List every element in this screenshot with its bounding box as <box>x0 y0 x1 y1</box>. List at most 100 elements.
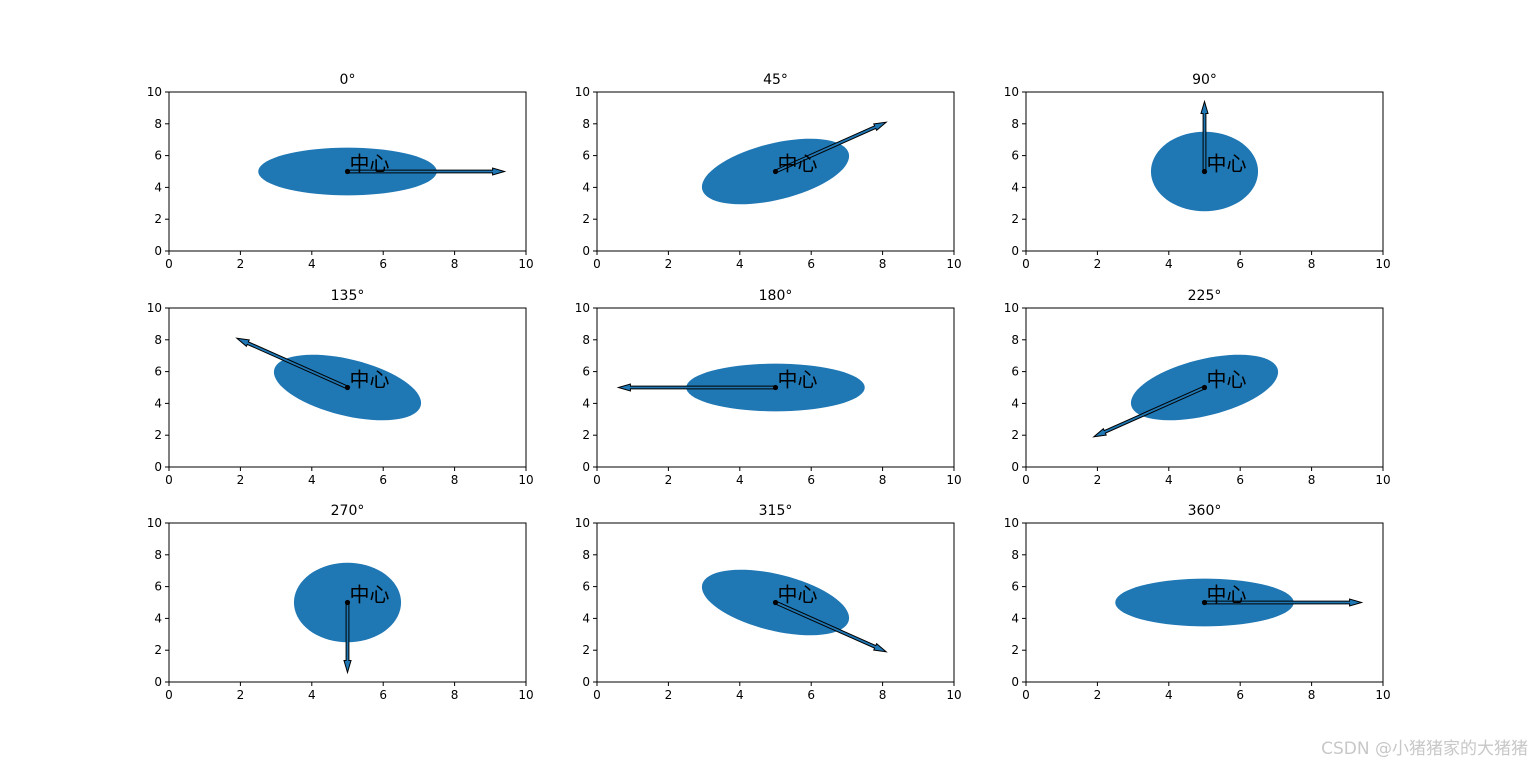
center-point <box>772 384 779 391</box>
subplot-8: 中心 0 2 4 6 8 10 0 2 4 6 8 10 315° <box>575 503 962 702</box>
y-tick-label: 2 <box>1011 212 1019 226</box>
subplot-1: 中心 0 2 4 6 8 10 0 2 4 6 8 10 0° <box>147 72 534 271</box>
y-tick-label: 0 <box>154 675 162 689</box>
center-point <box>1201 384 1208 391</box>
center-label: 中心 <box>1207 368 1247 392</box>
y-tick-label: 6 <box>582 149 590 163</box>
subplot-3: 中心 0 2 4 6 8 10 0 2 4 6 8 10 90° <box>1004 72 1391 271</box>
y-tick-label: 10 <box>1004 85 1019 99</box>
y-tick-label: 4 <box>1011 611 1019 625</box>
subplot-title: 270° <box>331 503 365 519</box>
x-tick-label: 8 <box>451 473 459 487</box>
y-tick-label: 8 <box>582 117 590 131</box>
y-tick-label: 8 <box>1011 333 1019 347</box>
y-tick-label: 8 <box>582 333 590 347</box>
center-point <box>1201 599 1208 606</box>
x-tick-label: 2 <box>1094 688 1102 702</box>
x-tick-label: 4 <box>736 473 744 487</box>
center-label: 中心 <box>778 152 818 176</box>
subplot-4: 中心 0 2 4 6 8 10 0 2 4 6 8 10 135° <box>147 288 534 487</box>
x-tick-label: 6 <box>1236 473 1244 487</box>
y-tick-label: 10 <box>1004 516 1019 530</box>
y-tick-label: 2 <box>582 428 590 442</box>
y-tick-label: 6 <box>154 580 162 594</box>
x-tick-label: 4 <box>308 257 316 271</box>
x-tick-label: 10 <box>1375 257 1390 271</box>
x-tick-label: 8 <box>879 688 887 702</box>
x-tick-label: 6 <box>379 688 387 702</box>
y-tick-label: 10 <box>575 516 590 530</box>
axes-frame <box>596 307 955 468</box>
y-tick-label: 4 <box>154 396 162 410</box>
x-tick-label: 0 <box>165 688 173 702</box>
y-tick-label: 6 <box>1011 365 1019 379</box>
x-tick-label: 6 <box>379 257 387 271</box>
x-tick-label: 6 <box>807 473 815 487</box>
subplot-7: 中心 0 2 4 6 8 10 0 2 4 6 8 10 270° <box>147 503 534 702</box>
x-tick-label: 0 <box>593 257 601 271</box>
y-tick-label: 4 <box>1011 396 1019 410</box>
x-tick-label: 10 <box>518 473 533 487</box>
arrow <box>343 602 352 675</box>
y-tick-label: 0 <box>1011 460 1019 474</box>
y-tick-label: 6 <box>1011 149 1019 163</box>
x-tick-label: 10 <box>1375 473 1390 487</box>
y-tick-label: 2 <box>582 643 590 657</box>
x-tick-label: 4 <box>308 688 316 702</box>
x-tick-label: 6 <box>379 473 387 487</box>
arrow <box>616 383 776 392</box>
arrow <box>1204 598 1364 607</box>
subplot-9: 中心 0 2 4 6 8 10 0 2 4 6 8 10 360° <box>1004 503 1391 702</box>
subplot-title: 135° <box>331 288 365 304</box>
x-tick-label: 0 <box>593 473 601 487</box>
center-label: 中心 <box>350 152 390 176</box>
center-label: 中心 <box>778 583 818 607</box>
center-point <box>344 599 351 606</box>
x-tick-label: 8 <box>1308 473 1316 487</box>
y-tick-label: 6 <box>154 149 162 163</box>
y-tick-label: 8 <box>1011 548 1019 562</box>
x-tick-label: 2 <box>237 473 245 487</box>
x-tick-label: 10 <box>946 257 961 271</box>
x-tick-label: 2 <box>665 688 673 702</box>
y-tick-label: 2 <box>1011 643 1019 657</box>
axes-frame <box>596 522 955 683</box>
y-tick-label: 6 <box>154 365 162 379</box>
arrow <box>774 121 888 174</box>
center-point <box>344 384 351 391</box>
subplot-title: 90° <box>1192 72 1217 88</box>
x-tick-label: 2 <box>665 473 673 487</box>
x-tick-label: 8 <box>1308 688 1316 702</box>
x-tick-label: 6 <box>807 688 815 702</box>
center-label: 中心 <box>778 368 818 392</box>
x-tick-label: 0 <box>165 473 173 487</box>
x-tick-label: 10 <box>946 473 961 487</box>
y-tick-label: 2 <box>582 212 590 226</box>
y-tick-label: 10 <box>575 301 590 315</box>
subplot-title: 0° <box>340 72 356 88</box>
x-tick-label: 2 <box>1094 257 1102 271</box>
x-tick-label: 4 <box>736 257 744 271</box>
center-point <box>772 599 779 606</box>
subplot-title: 360° <box>1188 503 1222 519</box>
x-tick-label: 8 <box>879 473 887 487</box>
y-tick-label: 4 <box>582 396 590 410</box>
y-tick-label: 8 <box>1011 117 1019 131</box>
y-tick-label: 4 <box>154 180 162 194</box>
y-tick-label: 0 <box>1011 675 1019 689</box>
x-tick-label: 6 <box>1236 257 1244 271</box>
y-tick-label: 10 <box>147 85 162 99</box>
y-tick-label: 0 <box>1011 244 1019 258</box>
y-tick-label: 4 <box>1011 180 1019 194</box>
x-tick-label: 10 <box>518 257 533 271</box>
center-point <box>344 168 351 175</box>
axes-frame <box>1025 307 1384 468</box>
y-tick-label: 10 <box>575 85 590 99</box>
x-tick-label: 8 <box>451 688 459 702</box>
x-tick-label: 0 <box>1022 473 1030 487</box>
x-tick-label: 8 <box>451 257 459 271</box>
y-tick-label: 6 <box>1011 580 1019 594</box>
y-tick-label: 0 <box>582 460 590 474</box>
x-tick-label: 0 <box>1022 688 1030 702</box>
x-tick-label: 0 <box>1022 257 1030 271</box>
